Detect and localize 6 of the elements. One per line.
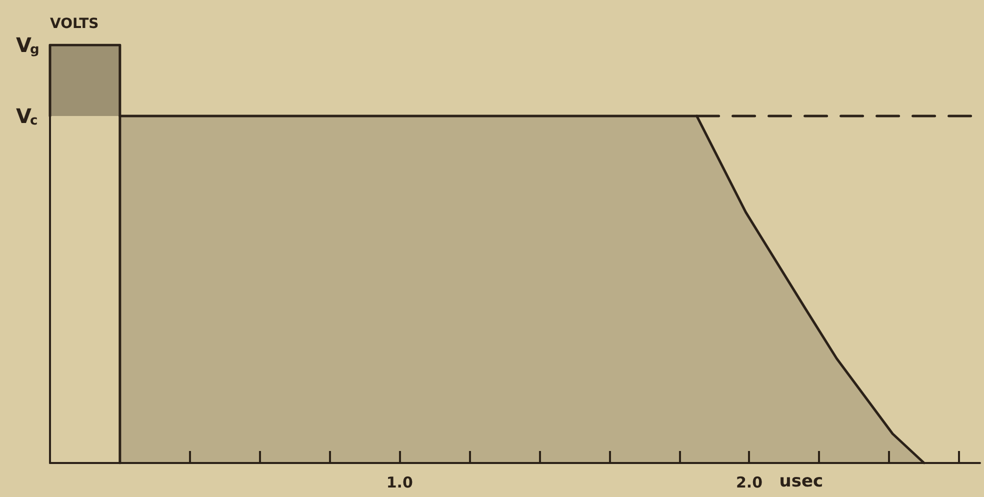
x-tick-label: 1.0 [386,474,413,492]
annotation: Vg [16,33,40,58]
y-axis-title: VOLTS [50,16,99,32]
x-tick-label: 2.0 [736,474,763,492]
x-axis-title: usec [779,472,824,492]
annotation: Vc [16,104,38,129]
